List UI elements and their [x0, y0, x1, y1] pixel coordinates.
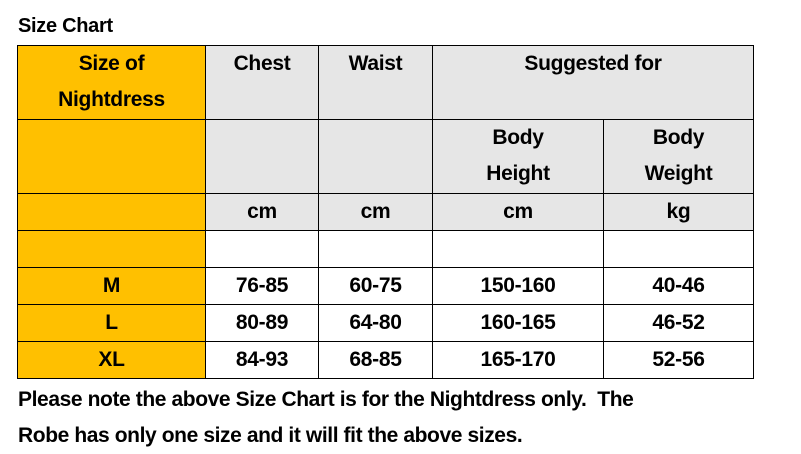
unit-chest: cm: [205, 193, 319, 231]
empty-cell: [318, 230, 433, 268]
empty-cell: [17, 230, 206, 268]
size-cell: XL: [17, 341, 206, 379]
unit-weight: kg: [603, 193, 754, 231]
empty-cell: [603, 230, 754, 268]
chest-cell: 80-89: [205, 304, 319, 342]
height-cell: 160-165: [432, 304, 604, 342]
table-row: XL 84-93 68-85 165-170 52-56: [17, 341, 754, 379]
header-weight: Body Weight: [603, 119, 754, 194]
height-cell: 165-170: [432, 341, 604, 379]
weight-cell: 40-46: [603, 267, 754, 305]
empty-cell: [205, 230, 319, 268]
waist-cell: 64-80: [318, 304, 433, 342]
weight-cell: 52-56: [603, 341, 754, 379]
table-row: M 76-85 60-75 150-160 40-46: [17, 267, 754, 305]
header-suggested: Suggested for: [432, 45, 754, 120]
empty-cell: [17, 193, 206, 231]
chest-cell: 76-85: [205, 267, 319, 305]
table-row: L 80-89 64-80 160-165 46-52: [17, 304, 754, 342]
page-title: Size Chart: [18, 15, 113, 37]
chest-cell: 84-93: [205, 341, 319, 379]
height-cell: 150-160: [432, 267, 604, 305]
size-chart-table: Size of Nightdress Chest Waist Suggested …: [17, 45, 754, 379]
header-height: Body Height: [432, 119, 604, 194]
empty-cell: [318, 119, 433, 194]
size-cell: L: [17, 304, 206, 342]
unit-height: cm: [432, 193, 604, 231]
size-note: Please note the above Size Chart is for …: [18, 388, 634, 447]
header-chest: Chest: [205, 45, 319, 120]
unit-waist: cm: [318, 193, 433, 231]
waist-cell: 60-75: [318, 267, 433, 305]
empty-cell: [432, 230, 604, 268]
size-cell: M: [17, 267, 206, 305]
empty-cell: [17, 119, 206, 194]
waist-cell: 68-85: [318, 341, 433, 379]
weight-cell: 46-52: [603, 304, 754, 342]
header-size: Size of Nightdress: [17, 45, 206, 120]
empty-cell: [205, 119, 319, 194]
header-waist: Waist: [318, 45, 433, 120]
